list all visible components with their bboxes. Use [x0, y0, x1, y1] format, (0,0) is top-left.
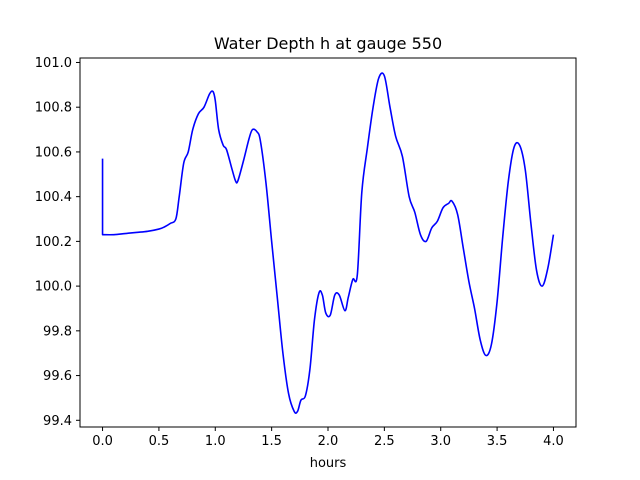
y-axis: 99.4 99.6 99.8 100.0 100.2 100.4 100.6 100.8 101…: [35, 56, 80, 429]
x-axis-label: hours: [310, 456, 347, 471]
x-tick-label: 4.0: [543, 434, 564, 449]
y-tick-label: 100.2: [35, 235, 72, 250]
plot-area: [101, 72, 555, 414]
y-tick-label: 100.4: [35, 190, 72, 205]
x-tick-label: 3.5: [487, 434, 508, 449]
series-line: [101, 72, 555, 414]
x-tick-label: 0.5: [149, 434, 170, 449]
y-tick-label: 101.0: [35, 56, 72, 71]
y-tick-label: 100.6: [35, 145, 72, 160]
y-tick-label: 100.0: [35, 280, 72, 295]
x-tick-label: 2.5: [374, 434, 395, 449]
x-tick-label: 0.0: [92, 434, 113, 449]
y-tick-label: 99.4: [43, 414, 72, 429]
y-tick-label: 99.8: [43, 324, 72, 339]
y-tick-label: 100.8: [35, 101, 72, 116]
x-tick-label: 2.0: [318, 434, 339, 449]
chart-title: Water Depth h at gauge 550: [214, 34, 442, 53]
x-tick-label: 3.0: [430, 434, 451, 449]
x-tick-label: 1.0: [205, 434, 226, 449]
x-tick-label: 1.5: [261, 434, 282, 449]
x-axis: 0.0 0.5 1.0 1.5 2.0 2.5 3.0 3.5 4.0: [92, 427, 564, 449]
y-tick-label: 99.6: [43, 369, 72, 384]
